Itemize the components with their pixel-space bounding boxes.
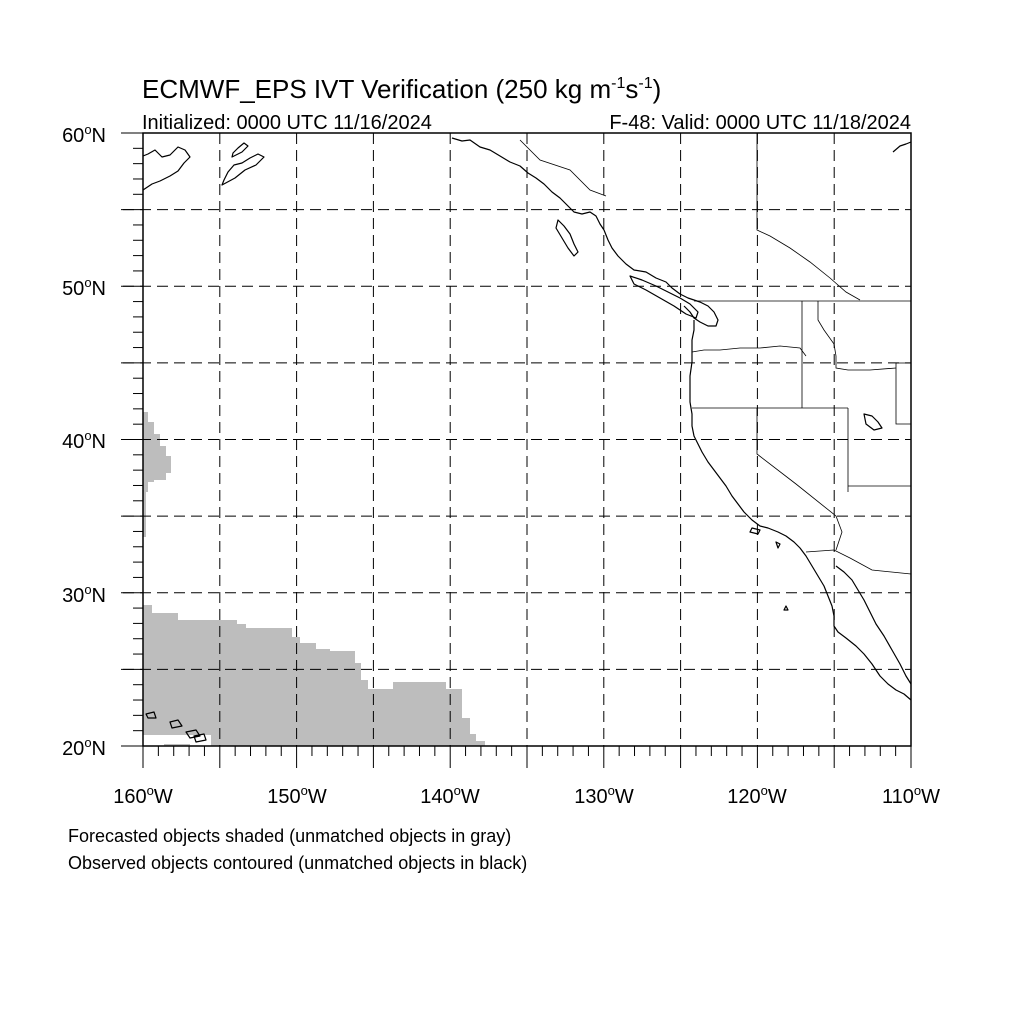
graticule [123,133,911,746]
border-idaho [801,301,897,408]
coastline-haida-gwaii [555,219,579,257]
lon-label-140w: 140oW [420,783,480,808]
coastline-panhandle [451,137,719,327]
coastline-alaska-peninsula [142,146,191,191]
map-panel [121,132,912,768]
forecast-object-north [143,412,171,537]
border-alaska-canada [519,139,607,197]
coastline-hudson-bay-edge [892,141,912,153]
lon-axis-labels: 160oW 150oW 140oW 130oW 120oW 110oW [113,783,940,808]
lat-label-40: 40oN [62,428,106,453]
lon-label-110w: 110oW [882,783,940,808]
footnote-forecast: Forecasted objects shaded (unmatched obj… [68,826,511,846]
coastline-great-salt-lake [863,413,883,431]
map-frame [142,132,912,747]
chart-title: ECMWF_EPS IVT Verification (250 kg m-1s-… [142,74,661,104]
border-canada-provinces [756,133,861,301]
coastlines [142,133,912,743]
coastline-alaska-islands [221,153,265,186]
coastline-hawaii [145,711,207,743]
forecast-object-south [143,605,485,746]
lat-label-30: 30oN [62,582,106,607]
valid-time: F-48: Valid: 0000 UTC 11/18/2024 [609,112,911,134]
axis-ticks [121,132,912,768]
lat-axis-labels: 60oN 50oN 40oN 30oN 20oN [62,122,106,760]
lat-label-60: 60oN [62,122,106,147]
coastline-baja-gulf [835,565,912,685]
footnote-observed: Observed objects contoured (unmatched ob… [68,853,527,873]
lat-label-50: 50oN [62,275,106,300]
coastline-vancouver-island [629,275,699,319]
coastline-us-west [689,320,912,701]
lon-label-160w: 160oW [113,783,173,808]
lat-label-20: 20oN [62,735,106,760]
border-washington-oregon [691,345,807,357]
lon-label-120w: 120oW [727,783,787,808]
border-us-mexico [805,549,912,575]
border-montana-wyoming [895,362,911,425]
lon-label-150w: 150oW [267,783,327,808]
lon-label-130w: 130oW [574,783,634,808]
coastline-kodiak [231,142,249,158]
initialized-time: Initialized: 0000 UTC 11/16/2024 [142,112,432,134]
coastline-channel-islands [749,527,789,611]
border-california-nevada [756,408,843,551]
